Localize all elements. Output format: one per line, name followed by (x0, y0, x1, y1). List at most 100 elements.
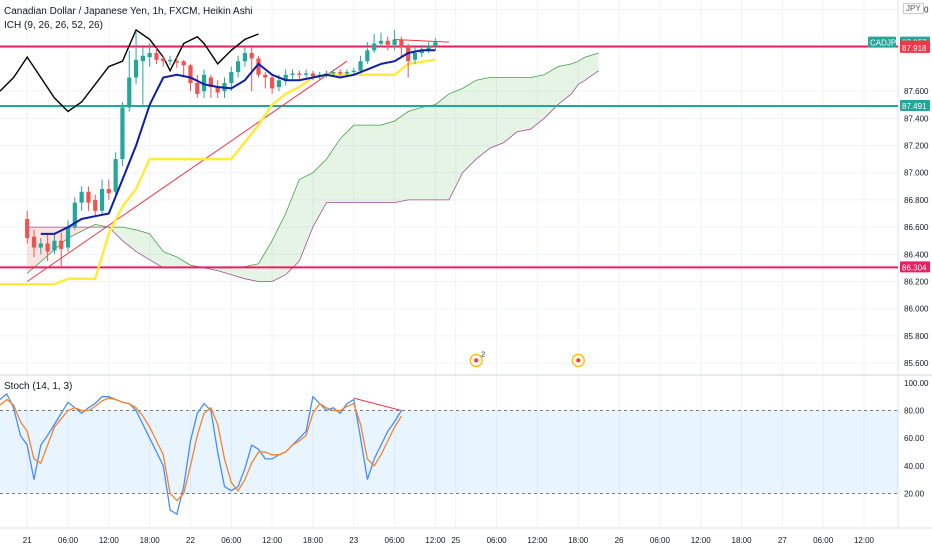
candle (392, 29, 397, 51)
stoch-d-line (0, 397, 402, 502)
candle (256, 55, 261, 78)
candle (412, 47, 418, 64)
candle (365, 42, 370, 64)
candle-body (310, 73, 316, 77)
price-label-text: 87.491 (902, 102, 927, 111)
ichimoku-cloud-segment (489, 77, 504, 149)
candle (65, 220, 71, 252)
price-tick-label: 87.000 (904, 169, 929, 178)
candle-body (201, 74, 207, 92)
time-tick-label: 12:00 (854, 536, 875, 545)
candle-body (256, 58, 261, 75)
candle (120, 102, 125, 166)
ichimoku-cloud-segment (353, 125, 368, 203)
candle-body (133, 59, 139, 78)
chart-title: Canadian Dollar / Japanese Yen, 1h, FXCM… (4, 6, 253, 17)
candle-body (304, 73, 309, 75)
candle (304, 69, 309, 78)
ichimoku-cloud-segment (176, 257, 191, 268)
time-tick-label: 22 (186, 536, 195, 545)
ichimoku-cloud-segment (571, 61, 579, 94)
stoch-tick-label: 100.00 (904, 379, 929, 388)
stoch-tick-label: 60.00 (904, 434, 925, 443)
candle (331, 69, 336, 77)
candle-body (188, 65, 193, 83)
price-label-badge (900, 99, 930, 111)
candle-body (86, 191, 91, 203)
ichimoku-cloud-segment (449, 88, 463, 200)
ichimoku-cloud-segment (544, 66, 558, 119)
candle-body (72, 202, 77, 228)
time-tick-label: 06:00 (813, 536, 834, 545)
candle-body (154, 53, 159, 60)
time-tick-label: 12:00 (425, 536, 446, 545)
candle-body (235, 61, 241, 73)
ichimoku-cloud-segment (503, 77, 517, 143)
candle (338, 69, 343, 77)
price-tick-label: 86.600 (904, 223, 929, 232)
ichimoku-cloud-segment (217, 267, 232, 275)
candle-body (99, 189, 105, 211)
time-tick-label: 18:00 (140, 536, 161, 545)
candle-body (358, 61, 363, 71)
candle-body (79, 191, 84, 203)
candle-body (419, 50, 424, 54)
ichimoku-cloud-segment (394, 111, 409, 203)
candle-body (38, 243, 43, 248)
candle-body (113, 159, 118, 192)
time-tick-label: 06:00 (58, 536, 79, 545)
candle (127, 50, 132, 112)
ichimoku-legend[interactable]: ICH (9, 26, 26, 52, 26) (4, 20, 103, 31)
price-label-badge (900, 41, 930, 53)
stoch-tick-label: 40.00 (904, 462, 925, 471)
candle (235, 55, 241, 78)
ichimoku-cloud-segment (476, 77, 490, 160)
ichimoku-cloud-segment (122, 227, 137, 252)
candle-body (351, 70, 356, 73)
candle (290, 69, 295, 79)
ichimoku-cloud-segment (231, 266, 245, 279)
candle-body (215, 87, 220, 93)
ichimoku-cloud-segment (585, 53, 599, 81)
candle-body (412, 53, 418, 60)
candle (242, 46, 248, 67)
ichimoku-senkou-a (26, 52, 599, 274)
time-tick-label: 27 (778, 536, 787, 545)
candle-body (283, 74, 288, 81)
price-label-text: 86.304 (902, 263, 927, 272)
candle (283, 69, 288, 86)
ichimoku-cloud-segment (381, 121, 395, 203)
time-tick-label: 06:00 (487, 536, 508, 545)
candle (147, 43, 152, 67)
candle (52, 232, 57, 255)
candle-body (385, 40, 390, 45)
candle (344, 69, 350, 77)
ichimoku-cloud-segment (312, 159, 327, 228)
candle-body (290, 73, 295, 75)
candle (31, 229, 37, 258)
ichimoku-cloud-segment (408, 107, 422, 200)
candle (72, 197, 77, 230)
stochastic-legend[interactable]: Stoch (14, 1, 3) (4, 381, 73, 392)
time-tick-label: 06:00 (650, 536, 671, 545)
stoch-band (0, 410, 898, 494)
price-tick-label: 86.800 (904, 196, 929, 205)
ichimoku-cloud-segment (136, 229, 150, 260)
candle-body (195, 82, 200, 94)
time-tick-label: 18:00 (303, 536, 324, 545)
time-tick-label: 26 (615, 536, 624, 545)
time-tick-label: 23 (349, 536, 358, 545)
time-tick-label: 18:00 (732, 536, 753, 545)
candle (99, 179, 105, 214)
candle-body (399, 39, 404, 48)
candle-body (120, 107, 125, 160)
candle (433, 38, 438, 51)
candle-body (93, 199, 98, 211)
ichimoku-cloud-segment (421, 104, 436, 200)
event-marker-dot (474, 358, 479, 363)
ichimoku-kijun-line (0, 58, 436, 286)
candle-body (331, 72, 336, 74)
ichimoku-cloud-segment (557, 63, 572, 105)
candle-body (263, 74, 268, 78)
